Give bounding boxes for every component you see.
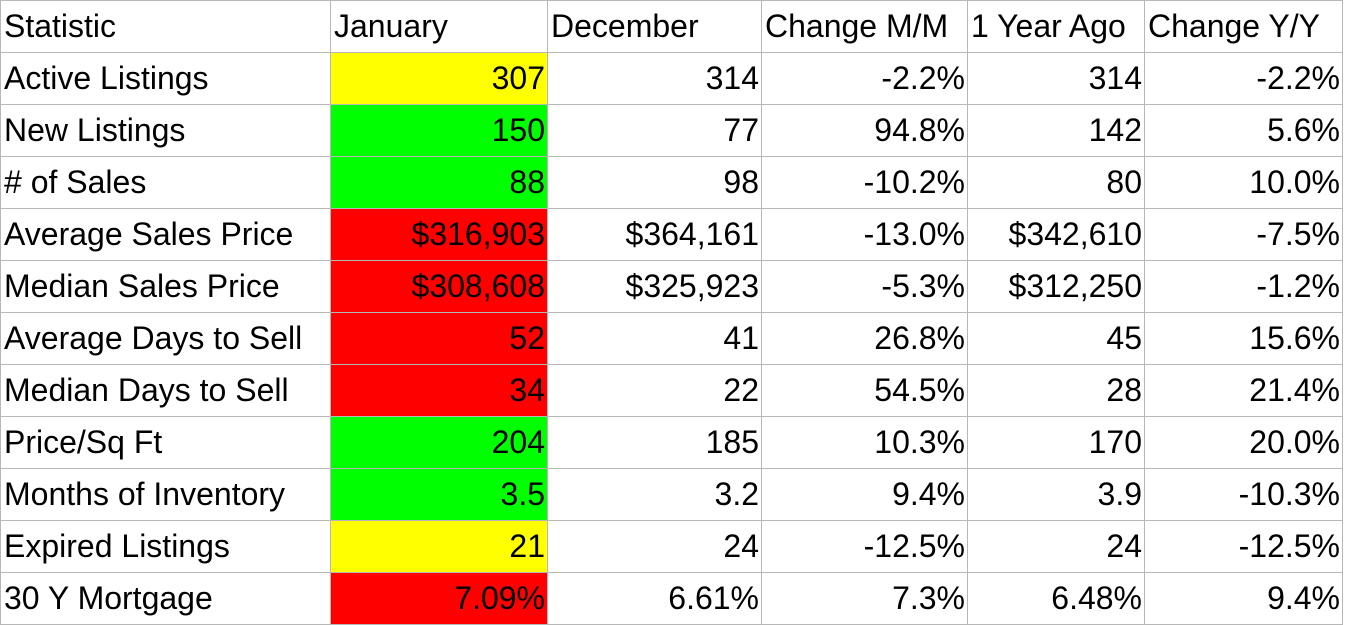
- cell-change-yy: 15.6%: [1144, 312, 1343, 365]
- cell-year-ago: 28: [967, 364, 1145, 417]
- header-row: Statistic January December Change M/M 1 …: [0, 0, 1343, 53]
- cell-change-yy: -10.3%: [1144, 468, 1343, 521]
- cell-change-yy: 21.4%: [1144, 364, 1343, 417]
- table-row: Average Days to Sell 52 41 26.8% 45 15.6%: [0, 312, 1343, 365]
- cell-statistic: 30 Y Mortgage: [0, 572, 331, 625]
- cell-december: 6.61%: [547, 572, 762, 625]
- cell-statistic: Median Days to Sell: [0, 364, 331, 417]
- table-row: Months of Inventory 3.5 3.2 9.4% 3.9 -10.3%: [0, 468, 1343, 521]
- table-row: Average Sales Price $316,903 $364,161 -13.0…: [0, 208, 1343, 261]
- cell-statistic: Average Days to Sell: [0, 312, 331, 365]
- cell-year-ago: 6.48%: [967, 572, 1145, 625]
- cell-change-yy: 5.6%: [1144, 104, 1343, 157]
- cell-change-mm: 94.8%: [761, 104, 968, 157]
- cell-january: 52: [330, 312, 548, 365]
- cell-statistic: Expired Listings: [0, 520, 331, 573]
- cell-statistic: Median Sales Price: [0, 260, 331, 313]
- cell-december: 24: [547, 520, 762, 573]
- cell-december: 314: [547, 52, 762, 105]
- table-row: Median Days to Sell 34 22 54.5% 28 21.4%: [0, 364, 1343, 417]
- cell-change-mm: 54.5%: [761, 364, 968, 417]
- cell-change-yy: 9.4%: [1144, 572, 1343, 625]
- cell-change-mm: -12.5%: [761, 520, 968, 573]
- cell-change-yy: 10.0%: [1144, 156, 1343, 209]
- cell-change-mm: -2.2%: [761, 52, 968, 105]
- cell-year-ago: 314: [967, 52, 1145, 105]
- cell-january: $316,903: [330, 208, 548, 261]
- header-january: January: [330, 0, 548, 53]
- cell-january: 21: [330, 520, 548, 573]
- cell-january: 307: [330, 52, 548, 105]
- header-change-yy: Change Y/Y: [1144, 0, 1343, 53]
- header-december: December: [547, 0, 762, 53]
- cell-january: 150: [330, 104, 548, 157]
- cell-year-ago: $342,610: [967, 208, 1145, 261]
- cell-year-ago: 45: [967, 312, 1145, 365]
- cell-change-mm: -10.2%: [761, 156, 968, 209]
- cell-statistic: New Listings: [0, 104, 331, 157]
- cell-january: 34: [330, 364, 548, 417]
- table-row: 30 Y Mortgage 7.09% 6.61% 7.3% 6.48% 9.4%: [0, 572, 1343, 625]
- cell-january: $308,608: [330, 260, 548, 313]
- cell-year-ago: 3.9: [967, 468, 1145, 521]
- cell-change-mm: 26.8%: [761, 312, 968, 365]
- cell-change-mm: 7.3%: [761, 572, 968, 625]
- header-statistic: Statistic: [0, 0, 331, 53]
- cell-december: 185: [547, 416, 762, 469]
- cell-december: 3.2: [547, 468, 762, 521]
- table-row: Expired Listings 21 24 -12.5% 24 -12.5%: [0, 520, 1343, 573]
- cell-december: 22: [547, 364, 762, 417]
- table-row: Active Listings 307 314 -2.2% 314 -2.2%: [0, 52, 1343, 105]
- table-body: Active Listings 307 314 -2.2% 314 -2.2% New Li…: [0, 52, 1343, 625]
- cell-change-mm: -13.0%: [761, 208, 968, 261]
- cell-change-mm: -5.3%: [761, 260, 968, 313]
- cell-year-ago: 24: [967, 520, 1145, 573]
- cell-december: 98: [547, 156, 762, 209]
- cell-statistic: Active Listings: [0, 52, 331, 105]
- cell-december: $325,923: [547, 260, 762, 313]
- cell-january: 3.5: [330, 468, 548, 521]
- cell-statistic: Price/Sq Ft: [0, 416, 331, 469]
- cell-change-mm: 9.4%: [761, 468, 968, 521]
- cell-statistic: Months of Inventory: [0, 468, 331, 521]
- cell-january: 7.09%: [330, 572, 548, 625]
- cell-year-ago: 142: [967, 104, 1145, 157]
- cell-change-yy: -2.2%: [1144, 52, 1343, 105]
- cell-change-yy: 20.0%: [1144, 416, 1343, 469]
- header-year-ago: 1 Year Ago: [967, 0, 1145, 53]
- cell-change-yy: -7.5%: [1144, 208, 1343, 261]
- cell-december: 41: [547, 312, 762, 365]
- cell-year-ago: $312,250: [967, 260, 1145, 313]
- cell-change-yy: -12.5%: [1144, 520, 1343, 573]
- cell-change-mm: 10.3%: [761, 416, 968, 469]
- cell-year-ago: 80: [967, 156, 1145, 209]
- table-row: New Listings 150 77 94.8% 142 5.6%: [0, 104, 1343, 157]
- cell-december: 77: [547, 104, 762, 157]
- cell-january: 88: [330, 156, 548, 209]
- cell-december: $364,161: [547, 208, 762, 261]
- table-row: Median Sales Price $308,608 $325,923 -5.3% $…: [0, 260, 1343, 313]
- cell-statistic: Average Sales Price: [0, 208, 331, 261]
- cell-january: 204: [330, 416, 548, 469]
- cell-statistic: # of Sales: [0, 156, 331, 209]
- table-row: # of Sales 88 98 -10.2% 80 10.0%: [0, 156, 1343, 209]
- table-row: Price/Sq Ft 204 185 10.3% 170 20.0%: [0, 416, 1343, 469]
- cell-year-ago: 170: [967, 416, 1145, 469]
- cell-change-yy: -1.2%: [1144, 260, 1343, 313]
- header-change-mm: Change M/M: [761, 0, 968, 53]
